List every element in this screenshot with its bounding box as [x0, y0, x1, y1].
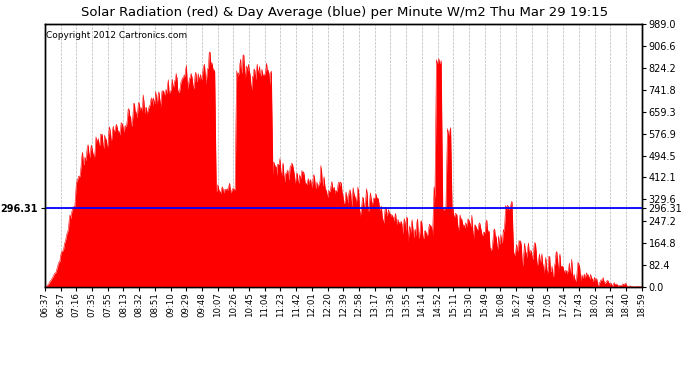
Text: Solar Radiation (red) & Day Average (blue) per Minute W/m2 Thu Mar 29 19:15: Solar Radiation (red) & Day Average (blu…: [81, 6, 609, 19]
Text: Copyright 2012 Cartronics.com: Copyright 2012 Cartronics.com: [46, 31, 187, 40]
